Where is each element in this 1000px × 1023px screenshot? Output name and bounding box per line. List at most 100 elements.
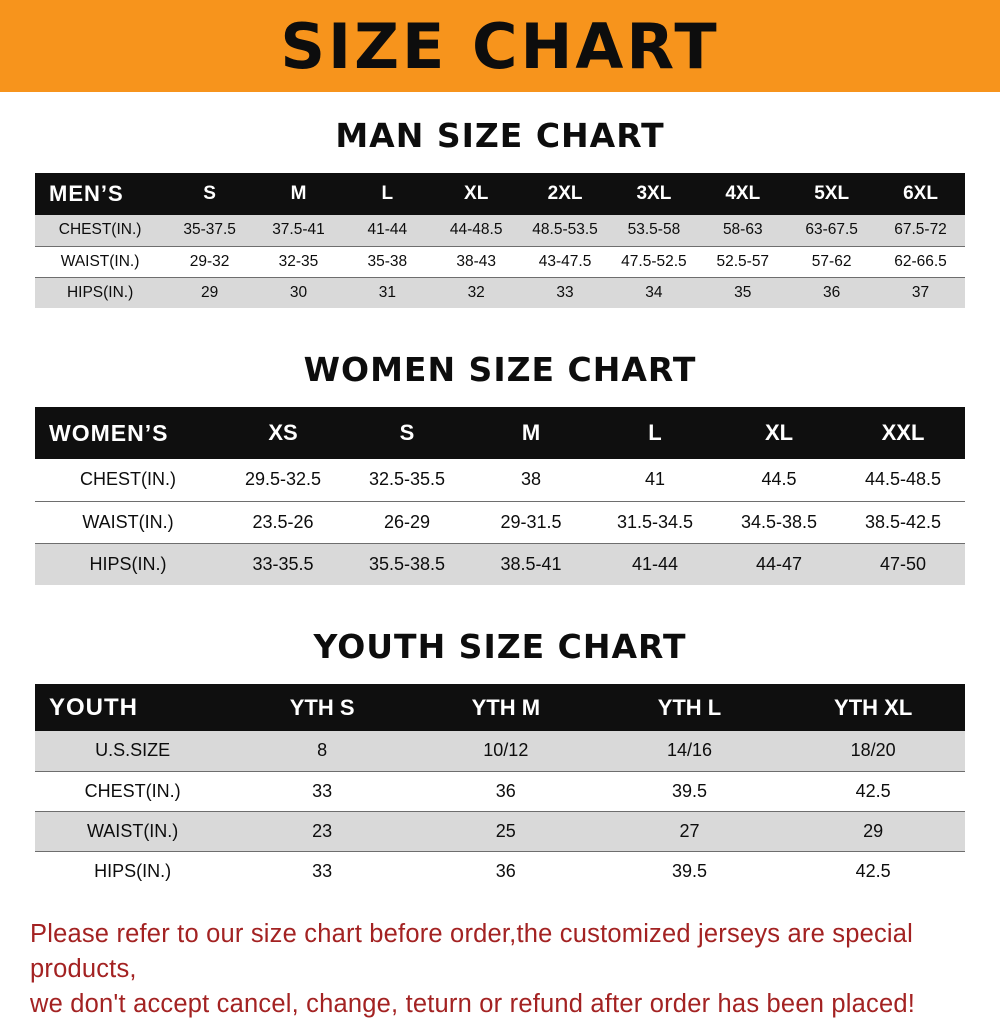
size-column-header: YTH S bbox=[289, 694, 355, 720]
measure-value: 57-62 bbox=[811, 252, 852, 270]
size-column-header: S bbox=[203, 183, 216, 204]
measure-value: 34 bbox=[645, 283, 663, 301]
measure-value: 44-48.5 bbox=[449, 221, 503, 239]
table-header-row: MEN’S S M L XL 2XL 3XL 4XL 5XL 6XL bbox=[35, 173, 965, 215]
youth-size-table: YOUTH YTH S YTH M YTH L YTH XL U.S.SIZE 8 10/12… bbox=[35, 684, 965, 891]
section-youth: YOUTH SIZE CHART YOUTH YTH S YTH M YTH L YTH… bbox=[0, 627, 1000, 891]
women-section-title: WOMEN SIZE CHART bbox=[303, 350, 697, 389]
measure-value: 27 bbox=[679, 820, 700, 841]
measure-value: 36 bbox=[495, 780, 516, 801]
measure-label: WAIST(IN.) bbox=[60, 252, 140, 270]
size-column-header: L bbox=[648, 420, 662, 445]
size-column-header: S bbox=[399, 420, 415, 445]
table-row: CHEST(IN.) 35-37.5 37.5-41 41-44 44-48.5 48.5… bbox=[35, 215, 965, 246]
measure-value: 32.5-35.5 bbox=[368, 469, 446, 490]
size-column-header: 5XL bbox=[814, 183, 850, 204]
measure-value: 36 bbox=[495, 860, 516, 881]
size-column-header: YTH XL bbox=[834, 694, 913, 720]
measure-value: 35-38 bbox=[367, 252, 408, 270]
measure-value: 29.5-32.5 bbox=[244, 469, 322, 490]
disclaimer-line-2: we don't accept cancel, change, teturn o… bbox=[30, 990, 915, 1019]
measure-value: 29 bbox=[200, 283, 219, 301]
measure-value: 35-37.5 bbox=[183, 221, 236, 239]
measure-value: 30 bbox=[289, 283, 308, 301]
measure-value: 44.5-48.5 bbox=[864, 469, 942, 490]
section-women: WOMEN SIZE CHART WOMEN’S XS S M L XL XXL CHEST(… bbox=[0, 350, 1000, 585]
size-column-header: L bbox=[381, 183, 394, 204]
measure-label: CHEST(IN.) bbox=[84, 780, 181, 801]
measure-value: 33-35.5 bbox=[252, 553, 314, 574]
measure-value: 47-50 bbox=[879, 553, 927, 574]
measure-value: 14/16 bbox=[666, 740, 712, 761]
table-row: CHEST(IN.) 33 36 39.5 42.5 bbox=[35, 771, 965, 811]
men-section-title: MAN SIZE CHART bbox=[335, 116, 665, 155]
section-men: MAN SIZE CHART MEN’S S M L XL 2XL 3XL 4XL 5XL 6XL… bbox=[0, 116, 1000, 308]
table-group-label: WOMEN’S bbox=[49, 419, 169, 446]
measure-value: 38.5-42.5 bbox=[864, 511, 942, 532]
measure-value: 37.5-41 bbox=[272, 221, 325, 239]
measure-value: 42.5 bbox=[855, 780, 891, 801]
men-size-table: MEN’S S M L XL 2XL 3XL 4XL 5XL 6XL CHEST(IN.) 35-37… bbox=[35, 173, 965, 308]
measure-value: 62-66.5 bbox=[894, 252, 947, 270]
size-column-header: XS bbox=[268, 420, 298, 445]
table-header-row: WOMEN’S XS S M L XL XXL bbox=[35, 407, 965, 459]
table-row: WAIST(IN.) 29-32 32-35 35-38 38-43 43-47.5 47.… bbox=[35, 246, 965, 277]
women-size-table: WOMEN’S XS S M L XL XXL CHEST(IN.) 29.5-32.5 32.5… bbox=[35, 407, 965, 585]
measure-value: 31.5-34.5 bbox=[616, 511, 694, 532]
measure-value: 41 bbox=[644, 469, 666, 490]
measure-value: 34.5-38.5 bbox=[740, 511, 818, 532]
size-column-header: 4XL bbox=[725, 183, 761, 204]
table-row: HIPS(IN.) 29 30 31 32 33 34 35 36 37 bbox=[35, 277, 965, 308]
measure-value: 29-32 bbox=[189, 252, 230, 270]
measure-value: 23 bbox=[312, 820, 333, 841]
measure-value: 47.5-52.5 bbox=[621, 252, 687, 270]
measure-value: 44-47 bbox=[755, 553, 803, 574]
measure-value: 39.5 bbox=[671, 780, 707, 801]
table-row: WAIST(IN.) 23.5-26 26-29 29-31.5 31.5-34.5 34… bbox=[35, 501, 965, 543]
measure-value: 58-63 bbox=[722, 221, 763, 239]
measure-label: CHEST(IN.) bbox=[58, 221, 142, 239]
measure-value: 18/20 bbox=[850, 740, 896, 761]
youth-section-title: YOUTH SIZE CHART bbox=[313, 627, 687, 666]
measure-value: 42.5 bbox=[855, 860, 891, 881]
measure-value: 33 bbox=[312, 860, 333, 881]
size-column-header: YTH L bbox=[657, 694, 722, 720]
size-column-header: 2XL bbox=[547, 183, 583, 204]
size-column-header: M bbox=[521, 420, 541, 445]
measure-value: 41-44 bbox=[631, 553, 679, 574]
measure-value: 37 bbox=[911, 283, 930, 301]
order-disclaimer: Please refer to our size chart before or… bbox=[30, 917, 972, 1023]
table-row: HIPS(IN.) 33 36 39.5 42.5 bbox=[35, 851, 965, 891]
measure-value: 36 bbox=[823, 283, 841, 301]
measure-value: 52.5-57 bbox=[716, 252, 770, 270]
measure-value: 32 bbox=[467, 283, 485, 301]
table-row: HIPS(IN.) 33-35.5 35.5-38.5 38.5-41 41-44 44-… bbox=[35, 543, 965, 585]
measure-value: 23.5-26 bbox=[252, 511, 314, 532]
measure-value: 10/12 bbox=[483, 740, 529, 761]
measure-label: HIPS(IN.) bbox=[66, 283, 134, 301]
measure-value: 63-67.5 bbox=[805, 221, 858, 239]
measure-value: 32-35 bbox=[278, 252, 319, 270]
measure-value: 38-43 bbox=[456, 252, 497, 270]
size-column-header: XXL bbox=[881, 420, 925, 445]
measure-label: U.S.SIZE bbox=[95, 740, 171, 761]
measure-value: 29 bbox=[863, 820, 884, 841]
table-group-label: YOUTH bbox=[49, 693, 138, 721]
measure-value: 33 bbox=[312, 780, 333, 801]
measure-value: 31 bbox=[378, 283, 396, 301]
size-column-header: 3XL bbox=[636, 183, 672, 204]
measure-value: 44.5 bbox=[761, 469, 797, 490]
disclaimer-line-1: Please refer to our size chart before or… bbox=[30, 920, 914, 984]
measure-value: 29-31.5 bbox=[500, 511, 562, 532]
measure-label: WAIST(IN.) bbox=[82, 511, 174, 532]
size-chart-body: MAN SIZE CHART MEN’S S M L XL 2XL 3XL 4XL 5XL 6XL… bbox=[0, 116, 1000, 1023]
measure-value: 8 bbox=[317, 740, 328, 761]
measure-value: 38 bbox=[520, 469, 542, 490]
measure-label: WAIST(IN.) bbox=[86, 820, 179, 841]
table-row: CHEST(IN.) 29.5-32.5 32.5-35.5 38 41 44.5 44.5… bbox=[35, 459, 965, 501]
table-row: U.S.SIZE 8 10/12 14/16 18/20 bbox=[35, 731, 965, 771]
measure-value: 35 bbox=[734, 283, 752, 301]
size-column-header: M bbox=[290, 183, 307, 204]
measure-value: 53.5-58 bbox=[627, 221, 681, 239]
measure-value: 26-29 bbox=[383, 511, 431, 532]
